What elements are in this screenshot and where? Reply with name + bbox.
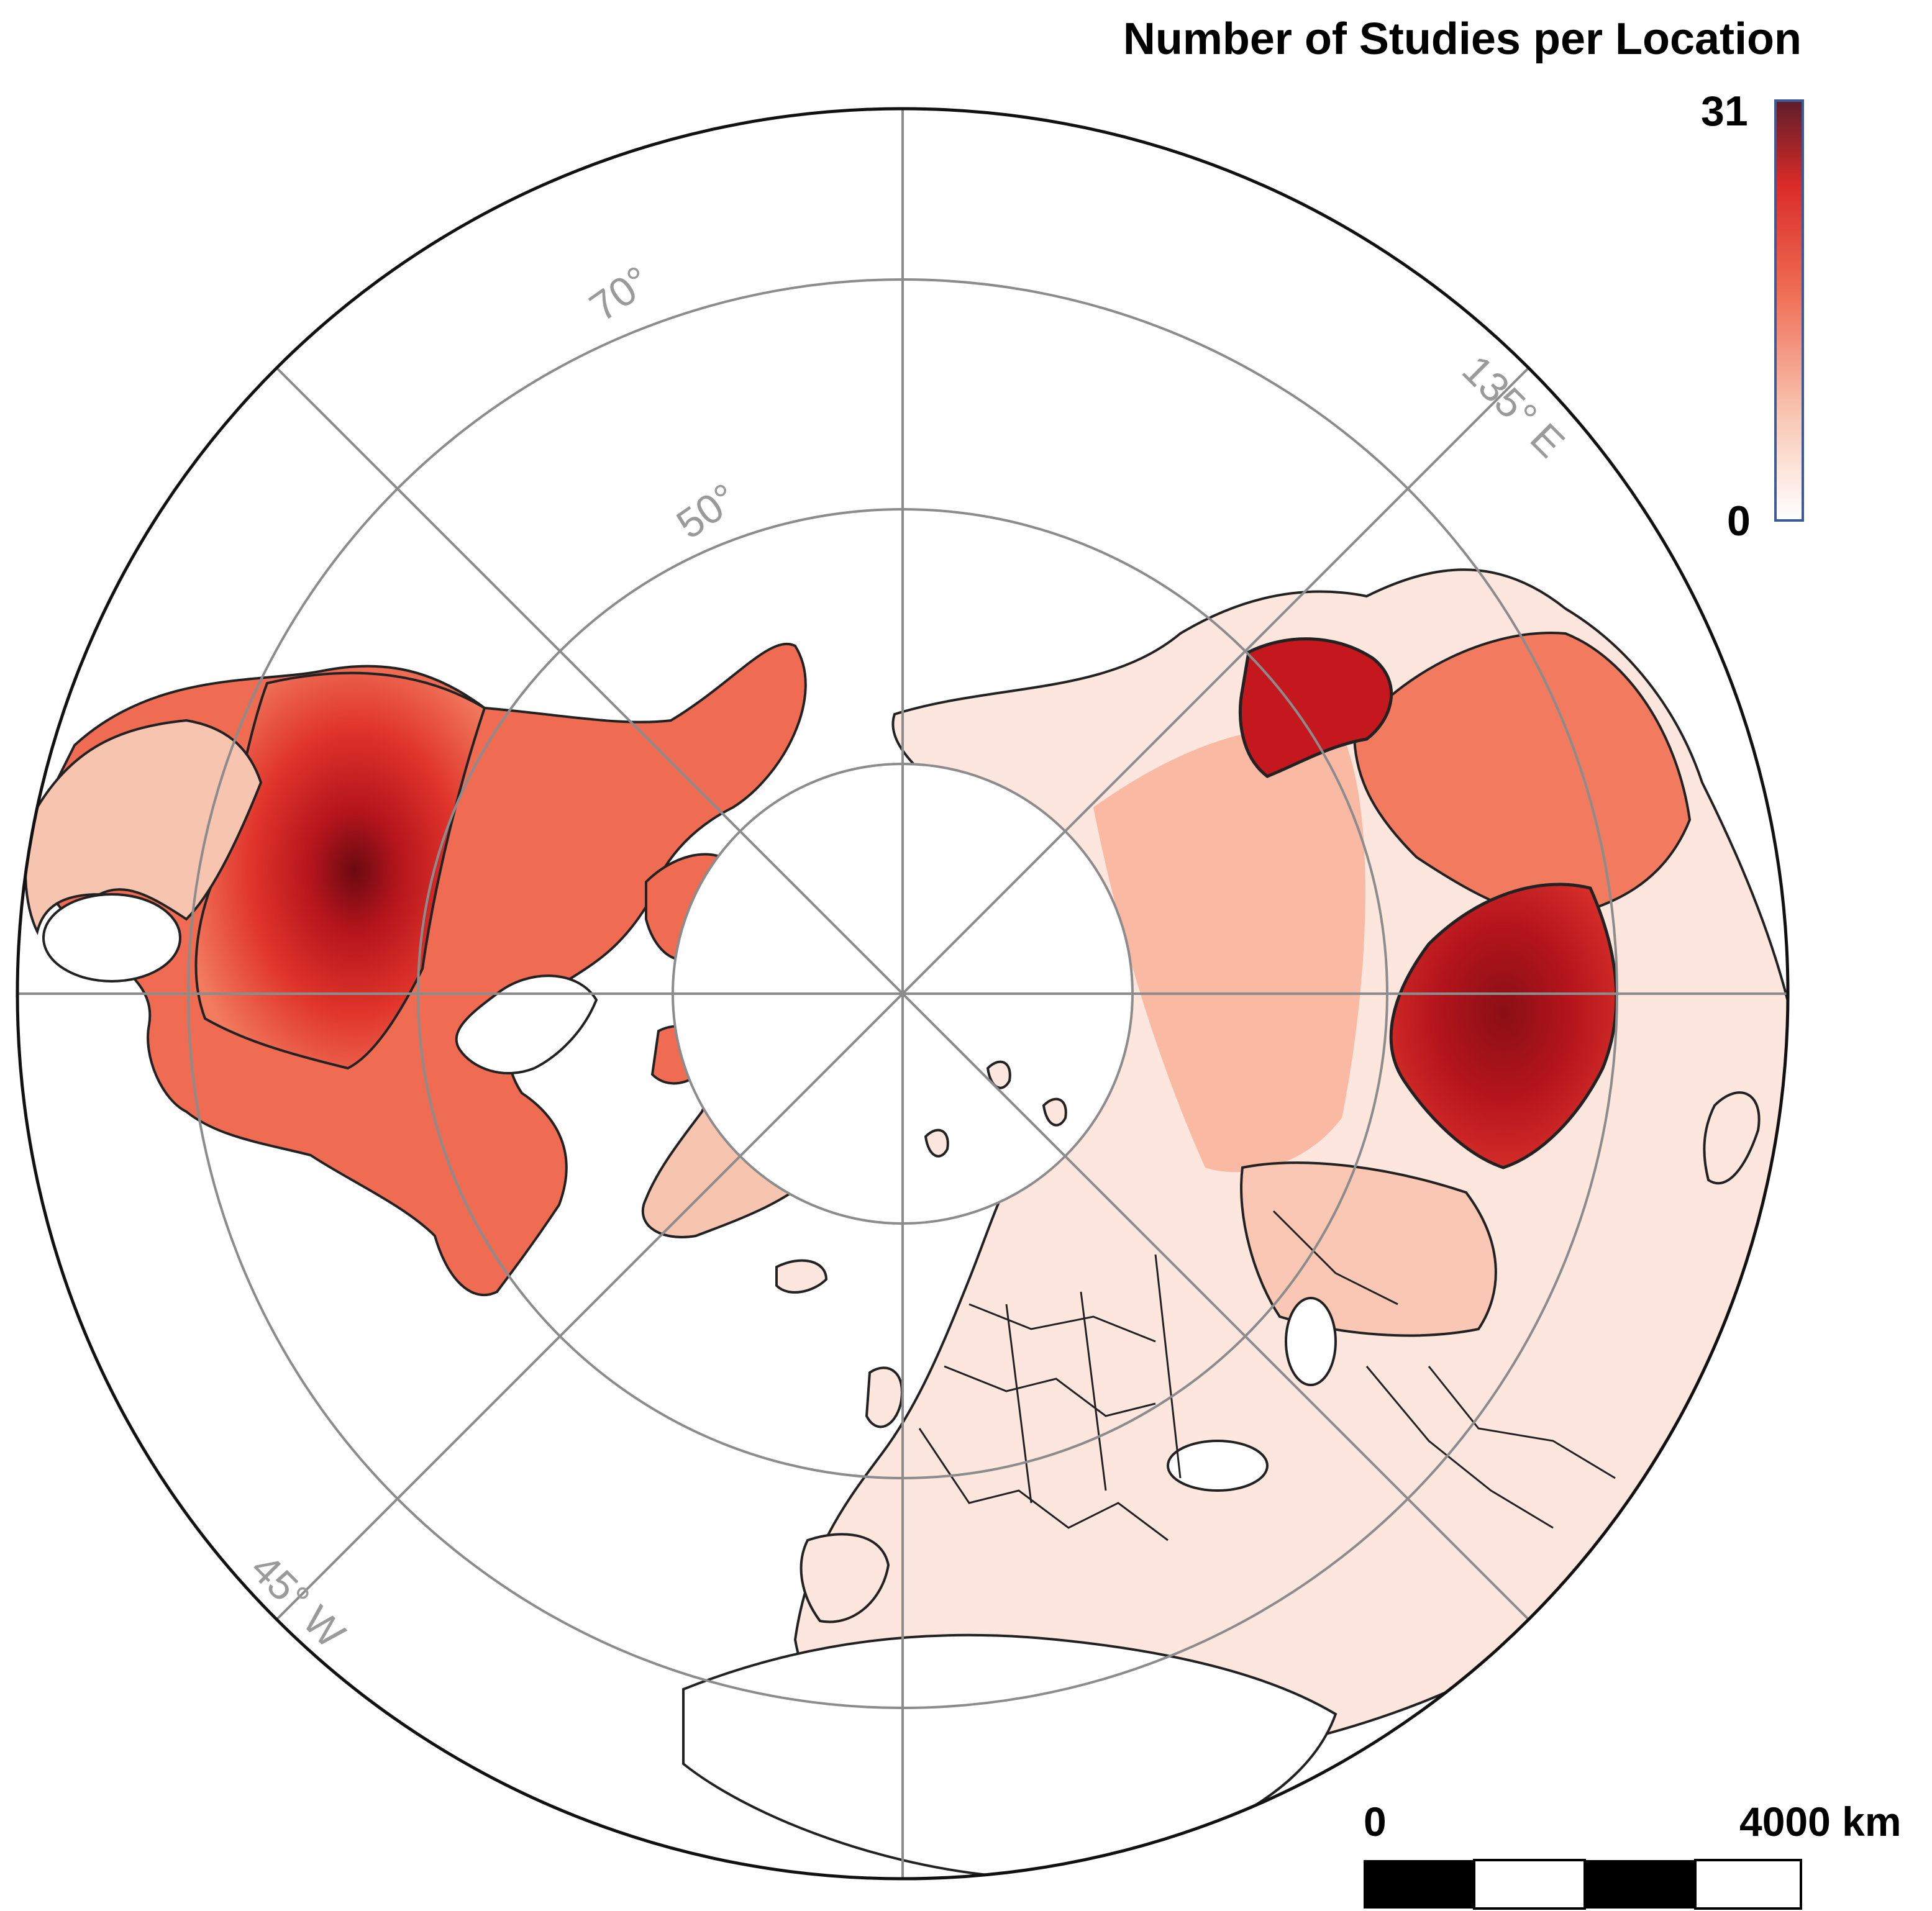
- map-boundary: [16, 107, 1790, 1881]
- land-layer: [23, 568, 1788, 1877]
- scale-seg-3: [1585, 1860, 1695, 1909]
- iceland-land: [775, 1259, 828, 1294]
- central-asia-band: [1240, 1161, 1497, 1337]
- hudson-bay-water: [455, 974, 598, 1074]
- north-africa-land: [682, 1633, 1337, 1877]
- west-siberia-hotspot: [1238, 637, 1393, 778]
- scale-bar: [1364, 1859, 1802, 1910]
- bering-sea-water: [42, 893, 181, 983]
- graticule: [17, 109, 1788, 1879]
- legend-colorbar: [1774, 99, 1804, 522]
- japan-land: [1703, 1091, 1761, 1185]
- legend-max-label: 31: [1701, 88, 1748, 135]
- far-east-russia: [1352, 632, 1692, 921]
- meridian-45w: [276, 367, 1529, 1620]
- alaska-land: [24, 719, 263, 935]
- europe-borders: [918, 1210, 1616, 1541]
- caspian-sea-water: [1285, 1297, 1337, 1386]
- scale-seg-4: [1694, 1859, 1802, 1910]
- scale-right-label: 4000 km: [1739, 1799, 1902, 1845]
- scale-seg-1: [1364, 1860, 1474, 1909]
- scale-left-label: 0: [1364, 1799, 1387, 1845]
- scale-seg-2: [1473, 1859, 1586, 1910]
- iberia-land: [800, 1533, 890, 1623]
- siberia-band: [1093, 727, 1365, 1173]
- yakutia-hotspot: [1389, 883, 1618, 1169]
- legend-title: Number of Studies per Location: [1123, 14, 1802, 64]
- uk-land: [865, 1366, 903, 1428]
- legend-min-label: 0: [1727, 497, 1751, 545]
- black-sea-water: [1167, 1440, 1269, 1492]
